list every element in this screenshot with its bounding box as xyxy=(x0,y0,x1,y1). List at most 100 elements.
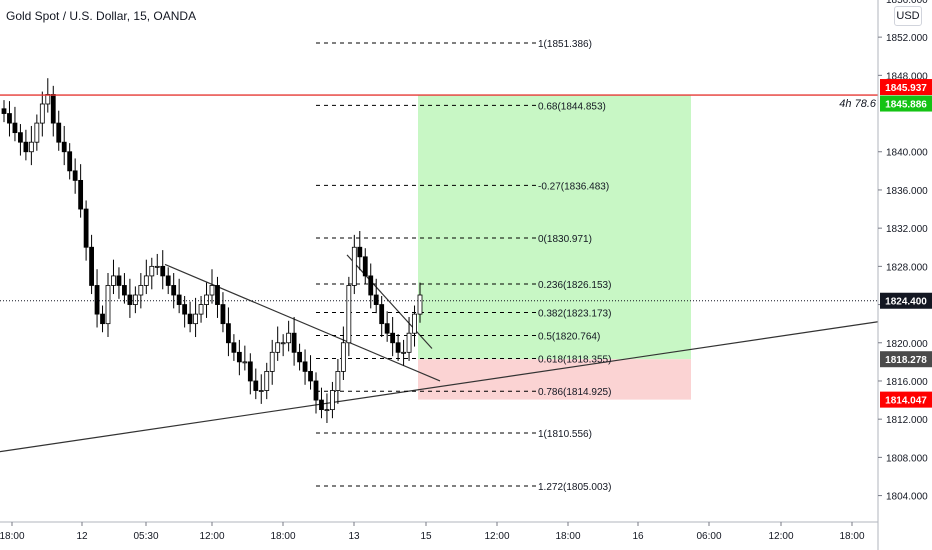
price-label: 1845.886 xyxy=(885,100,927,111)
price-label: 1845.937 xyxy=(885,83,927,94)
candle-body xyxy=(231,342,237,353)
candle-body xyxy=(335,371,341,391)
candle-body xyxy=(1,108,7,114)
time-tick-label: 12 xyxy=(76,531,88,542)
price-tick-label: 1804.000 xyxy=(886,492,928,503)
time-tick-label: 06:00 xyxy=(696,531,721,542)
candle-body xyxy=(362,256,368,277)
overlay-lines xyxy=(0,94,878,302)
chart-title: Gold Spot / U.S. Dollar, 15, OANDA xyxy=(6,9,197,23)
candle-body xyxy=(176,294,182,305)
candle-body xyxy=(171,285,177,296)
candle-body xyxy=(368,275,374,296)
candle-body xyxy=(116,275,122,286)
price-tick-label: 1856.000 xyxy=(886,0,928,6)
candle-body xyxy=(72,170,78,181)
candle-body xyxy=(182,304,188,315)
candle-body xyxy=(78,179,84,210)
price-label-box xyxy=(880,391,932,408)
fib-label: 1(1851.386) xyxy=(538,39,592,50)
resistance-label: 4h 78.6 xyxy=(839,98,877,110)
time-tick-label: 12:00 xyxy=(199,531,224,542)
candle-body xyxy=(324,409,330,412)
candle-body xyxy=(198,304,204,315)
candle-body xyxy=(264,371,270,391)
candle-body xyxy=(226,323,231,344)
candle-body xyxy=(143,275,149,286)
price-label: 1824.400 xyxy=(885,297,927,308)
candle-body xyxy=(313,380,319,401)
time-axis[interactable]: 18:00 12 05:30 12:00 18:00 13 15 12:00 18:00 16 06… xyxy=(0,521,878,542)
candle-body xyxy=(7,113,12,124)
candle-body xyxy=(297,351,302,363)
candle-body xyxy=(105,285,111,325)
candle-body xyxy=(258,390,264,392)
time-tick-label: 13 xyxy=(348,531,360,542)
candle-body xyxy=(94,285,100,315)
candle-body xyxy=(132,294,138,305)
fib-label: 0.236(1826.153) xyxy=(538,280,611,291)
candle-body xyxy=(286,332,292,344)
candle-body xyxy=(100,313,105,325)
fib-label: -0.27(1836.483) xyxy=(538,181,609,192)
candle-body xyxy=(50,94,56,124)
candle-body xyxy=(127,294,133,305)
candle-body xyxy=(357,246,363,258)
candle-body xyxy=(89,246,94,286)
time-tick-label: 12:00 xyxy=(484,531,509,542)
price-label: 1818.278 xyxy=(885,355,927,366)
price-tick-label: 1852.000 xyxy=(886,33,928,44)
candle-body xyxy=(412,313,417,334)
time-tick-label: 18:00 xyxy=(839,531,864,542)
candle-body xyxy=(39,103,45,124)
fib-label: 0.786(1814.925) xyxy=(538,387,611,398)
rising-trendline xyxy=(0,321,879,453)
candle-body xyxy=(56,122,62,143)
candle-body xyxy=(291,332,297,353)
candle-body xyxy=(302,361,308,372)
candle-body xyxy=(23,141,29,153)
price-label-box xyxy=(880,351,932,368)
time-tick-label: 15 xyxy=(420,531,432,542)
candle-body xyxy=(83,208,89,248)
fib-label: 1(1810.556) xyxy=(538,429,592,440)
fib-label: 1.272(1805.003) xyxy=(538,482,611,493)
candle-body xyxy=(351,246,357,286)
trendlines xyxy=(0,254,879,453)
candle-body xyxy=(45,94,51,105)
price-label-box xyxy=(880,292,932,309)
candle-body xyxy=(160,265,166,277)
candle-body xyxy=(269,351,275,372)
candle-body xyxy=(34,122,40,143)
candle-body xyxy=(165,275,171,286)
channel-trendline xyxy=(346,254,433,349)
time-tick-label: 16 xyxy=(632,531,644,542)
candle-body xyxy=(154,265,160,268)
candle-body xyxy=(390,332,396,344)
candle-body xyxy=(204,294,209,305)
time-tick-label: 05:30 xyxy=(133,531,158,542)
candle-body xyxy=(193,313,198,325)
candles xyxy=(1,78,423,423)
candle-body xyxy=(138,285,144,296)
candle-body xyxy=(395,342,401,353)
candle-body xyxy=(319,399,324,411)
candle-body xyxy=(215,285,220,305)
candle-body xyxy=(18,132,23,143)
candle-body xyxy=(187,313,193,325)
price-tick-label: 1808.000 xyxy=(886,453,928,464)
fib-label: 0.5(1820.764) xyxy=(538,331,600,342)
candle-body xyxy=(340,342,346,372)
candle-body xyxy=(308,371,313,382)
candle-body xyxy=(417,294,423,315)
candle-body xyxy=(12,122,18,134)
candle-body xyxy=(209,285,215,296)
candle-body xyxy=(346,285,352,344)
price-tick-label: 1840.000 xyxy=(886,148,928,159)
currency-button[interactable]: USD xyxy=(894,6,922,26)
candle-body xyxy=(28,141,34,153)
candle-body xyxy=(122,285,127,296)
fib-label: 0.382(1823.173) xyxy=(538,308,611,319)
candle-body xyxy=(373,294,379,305)
